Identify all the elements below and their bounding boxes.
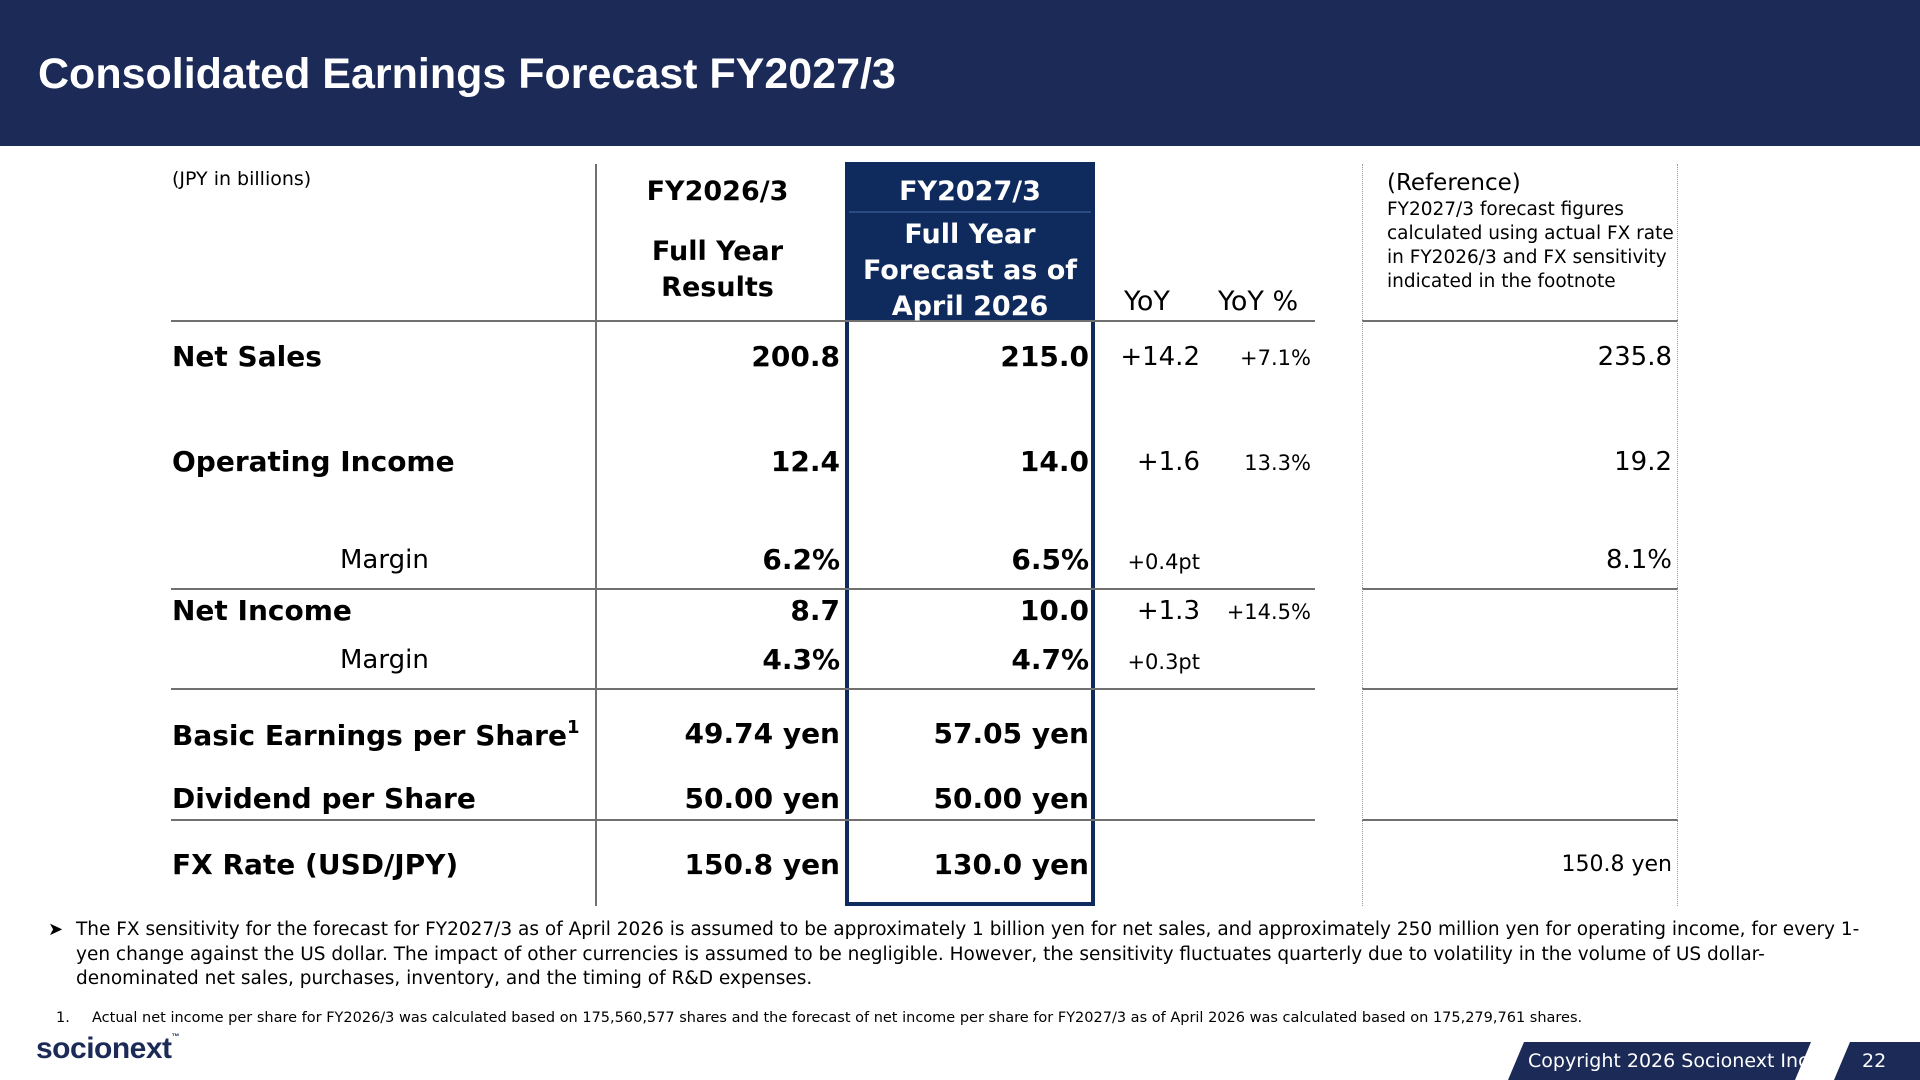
fx-rate-fy2026: 150.8 yen — [684, 848, 841, 881]
row-label-eps: Basic Earnings per Share1 — [172, 717, 580, 752]
row-label-dps: Dividend per Share — [172, 782, 476, 815]
net-sales-yoy: +14.2 — [1120, 342, 1200, 372]
row-rule — [171, 819, 1315, 821]
net-income-margin-fy2026: 4.3% — [762, 643, 840, 676]
operating-income-yoy-pct: 13.3% — [1244, 451, 1311, 475]
operating-margin-fy2026: 6.2% — [762, 543, 840, 576]
page-number-bar — [1834, 1042, 1920, 1080]
row-label-operating-income: Operating Income — [172, 445, 455, 478]
row-label-net-sales: Net Sales — [172, 340, 322, 373]
yoy-header: YoY — [1124, 286, 1170, 317]
eps-footnote-mark: 1 — [566, 717, 580, 738]
fx-rate-fy2027: 130.0 yen — [933, 848, 1090, 881]
row-rule — [171, 688, 1315, 690]
operating-income-fy2027: 14.0 — [1019, 445, 1089, 478]
reference-title: (Reference) — [1387, 170, 1521, 196]
eps-fy2027: 57.05 yen — [933, 717, 1090, 750]
reference-left-border — [1362, 164, 1363, 906]
eps-fy2026: 49.74 yen — [684, 717, 841, 750]
operating-margin-yoy: +0.4pt — [1127, 550, 1200, 574]
yoy-pct-header: YoY % — [1218, 286, 1299, 317]
fx-rate-reference: 150.8 yen — [1561, 852, 1672, 877]
dps-fy2027: 50.00 yen — [933, 782, 1090, 815]
footnote-text: Actual net income per share for FY2026/3… — [92, 1010, 1583, 1026]
operating-income-yoy: +1.6 — [1136, 447, 1200, 477]
reference-right-border — [1677, 164, 1678, 906]
net-sales-fy2026: 200.8 — [751, 340, 840, 373]
net-sales-yoy-pct: +7.1% — [1240, 346, 1311, 370]
reference-row-rule — [1362, 688, 1678, 690]
net-income-yoy-pct: +14.5% — [1226, 600, 1311, 624]
copyright-bar — [1508, 1042, 1811, 1080]
fx-sensitivity-note: ➤ The FX sensitivity for the forecast fo… — [48, 918, 1876, 992]
forecast-column-frame — [845, 162, 1095, 906]
reference-description: FY2027/3 forecast figures calculated usi… — [1387, 199, 1674, 292]
net-income-margin-fy2027: 4.7% — [1011, 643, 1089, 676]
net-sales-fy2027: 215.0 — [1000, 340, 1089, 373]
row-label-operating-margin: Margin — [340, 545, 429, 575]
reference-row-rule — [1362, 588, 1678, 590]
row-label-net-income-margin: Margin — [340, 645, 429, 675]
operating-income-fy2026: 12.4 — [770, 445, 840, 478]
net-income-fy2027: 10.0 — [1019, 594, 1089, 627]
operating-margin-reference: 8.1% — [1605, 545, 1672, 575]
unit-label: (JPY in billions) — [172, 168, 312, 190]
fy2026-header-year: FY2026/3 — [646, 176, 789, 207]
arrow-bullet-icon: ➤ — [48, 919, 64, 940]
column-divider — [595, 164, 597, 906]
eps-label-text: Basic Earnings per Share — [172, 719, 567, 752]
copyright-text: Copyright 2026 Socionext Inc. — [1528, 1050, 1815, 1072]
logo-text: socionext — [36, 1032, 172, 1065]
operating-margin-fy2027: 6.5% — [1011, 543, 1089, 576]
net-income-margin-yoy: +0.3pt — [1127, 650, 1200, 674]
page-number: 22 — [1862, 1050, 1887, 1072]
reference-row-rule — [1362, 819, 1678, 821]
fy2027-header-desc: Full Year Forecast as of April 2026 — [862, 219, 1078, 322]
net-sales-reference: 235.8 — [1597, 342, 1672, 372]
forecast-column-header-bg — [845, 162, 1095, 320]
dps-fy2026: 50.00 yen — [684, 782, 841, 815]
row-label-net-income: Net Income — [172, 594, 352, 627]
company-logo: socionext™ — [36, 1032, 180, 1066]
reference-header: (Reference) FY2027/3 forecast figures ca… — [1387, 168, 1677, 294]
fy2027-header-year: FY2027/3 — [899, 176, 1041, 207]
net-income-fy2026: 8.7 — [790, 594, 840, 627]
row-label-fx-rate: FX Rate (USD/JPY) — [172, 848, 459, 881]
footnote-number: 1. — [56, 1010, 70, 1026]
operating-income-reference: 19.2 — [1614, 447, 1672, 477]
row-rule — [171, 588, 1315, 590]
logo-trademark: ™ — [171, 1032, 180, 1041]
fx-sensitivity-text: The FX sensitivity for the forecast for … — [76, 919, 1860, 989]
footnote: 1. Actual net income per share for FY2026… — [56, 1010, 1582, 1026]
reference-header-rule — [1362, 320, 1678, 322]
forecast-header-divider — [849, 211, 1091, 213]
fy2026-header-desc: Full Year Results — [651, 236, 784, 303]
net-income-yoy: +1.3 — [1136, 596, 1200, 626]
header-rule — [171, 320, 1315, 322]
slide-title: Consolidated Earnings Forecast FY2027/3 — [38, 50, 896, 98]
title-bar — [0, 0, 1920, 146]
